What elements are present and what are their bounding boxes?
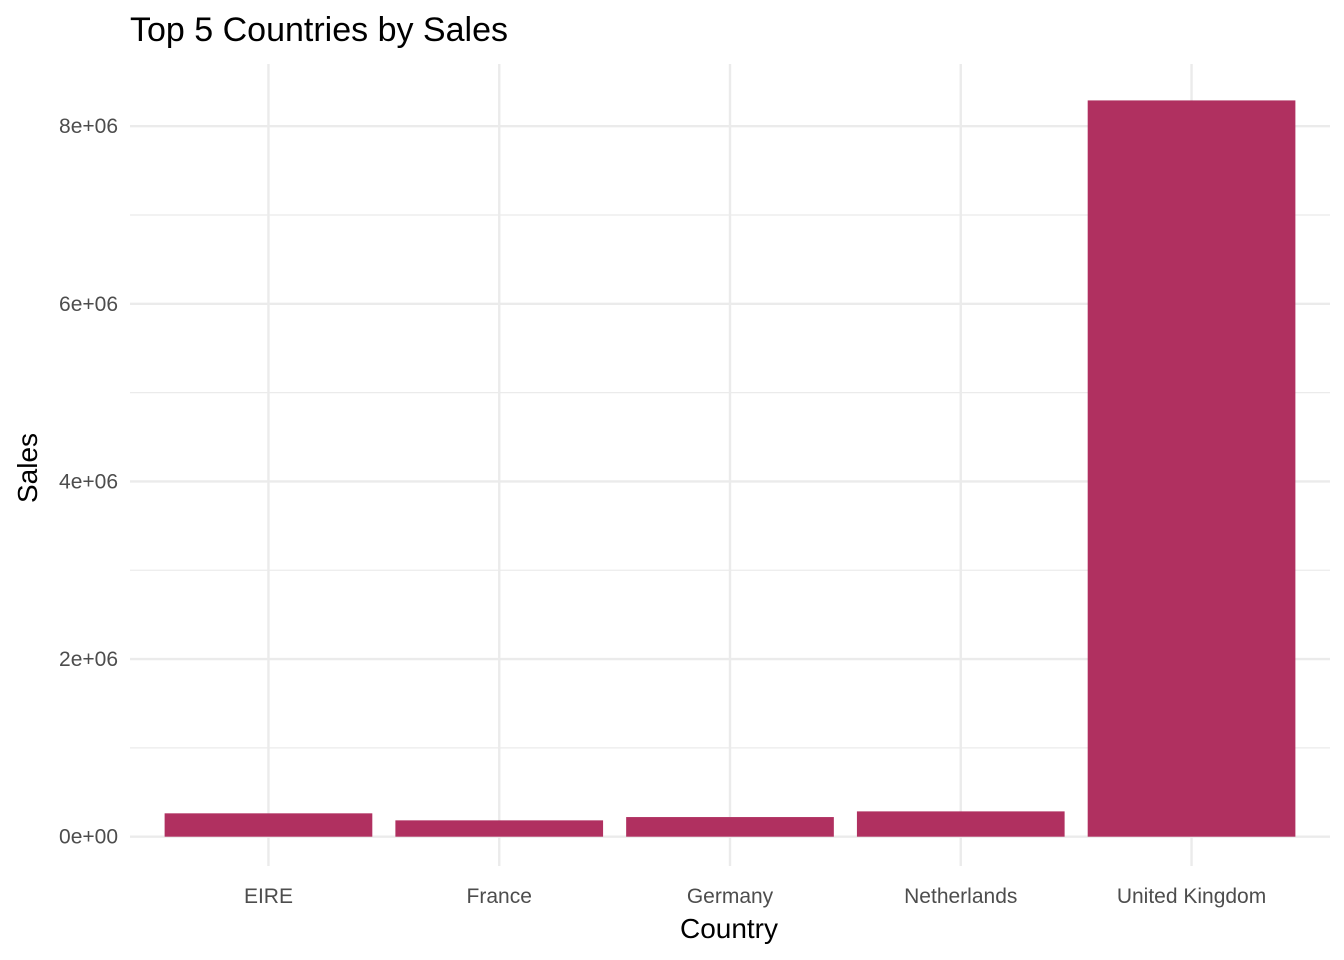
y-tick-label: 6e+06 [59, 293, 118, 316]
x-tick-label: United Kingdom [1117, 885, 1266, 908]
bar-germany [626, 817, 834, 837]
bar-france [395, 820, 604, 837]
bars [164, 100, 1296, 837]
bar-eire [164, 813, 373, 837]
y-tick-label: 4e+06 [59, 470, 118, 493]
y-axis-ticks: 0e+00 2e+06 4e+06 6e+06 8e+06 [59, 115, 118, 849]
x-tick-label: EIRE [244, 885, 293, 908]
x-axis-ticks: EIRE France Germany Netherlands United Kingd… [244, 885, 1266, 908]
chart-title: Top 5 Countries by Sales [130, 11, 508, 49]
x-axis-title: Country [680, 913, 778, 944]
y-tick-label: 2e+06 [59, 648, 118, 671]
x-tick-label: France [467, 885, 532, 908]
x-tick-label: Netherlands [904, 885, 1017, 908]
bar-united-kingdom [1087, 100, 1296, 837]
y-tick-label: 8e+06 [59, 115, 118, 138]
x-tick-label: Germany [687, 885, 774, 908]
bar-netherlands [856, 811, 1065, 837]
y-axis-title: Sales [12, 433, 43, 503]
y-tick-label: 0e+00 [59, 826, 118, 849]
